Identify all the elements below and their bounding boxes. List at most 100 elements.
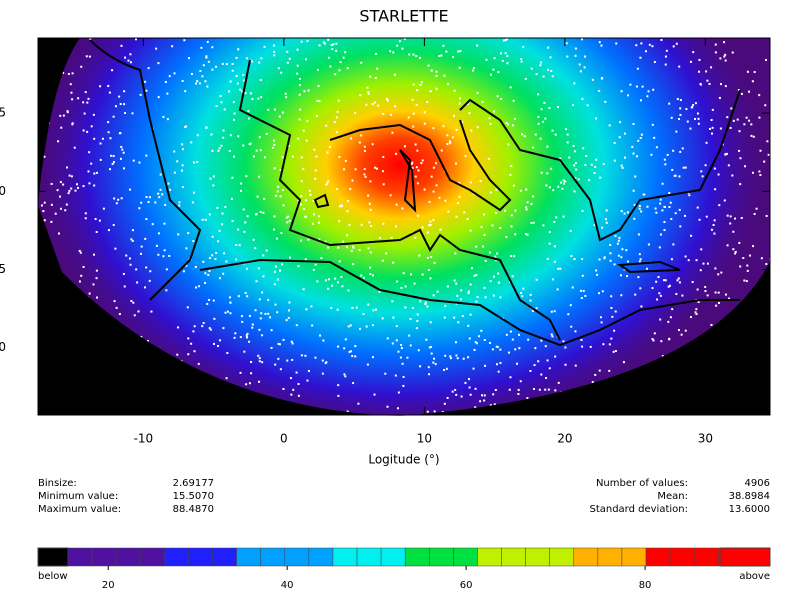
island: [399, 149, 417, 213]
sample-dot: [102, 207, 105, 210]
sample-dot: [228, 90, 231, 93]
sample-dot: [570, 325, 573, 328]
sample-dot: [411, 98, 414, 101]
sample-dot: [573, 82, 576, 85]
sample-dot: [580, 289, 583, 292]
x-tick-label: 20: [557, 432, 572, 446]
sample-dot: [86, 130, 89, 133]
sample-dot: [297, 394, 300, 397]
sample-dot: [401, 47, 404, 50]
sample-dot: [473, 274, 476, 277]
sample-dot: [529, 370, 532, 373]
sample-dot: [694, 102, 697, 105]
sample-dot: [262, 254, 265, 257]
sample-dot: [300, 156, 303, 159]
sample-dot: [255, 149, 258, 152]
sample-dot: [700, 170, 703, 173]
stat-label: Maximum value:: [38, 504, 121, 515]
stat-label: Mean:: [657, 491, 688, 502]
sample-dot: [467, 356, 470, 359]
sample-dot: [257, 97, 260, 100]
sample-dot: [554, 355, 557, 358]
sample-dot: [184, 90, 187, 93]
sample-dot: [117, 198, 120, 201]
sample-dot: [277, 342, 280, 345]
sample-dot: [477, 335, 480, 338]
sample-dot: [426, 305, 429, 308]
sample-dot: [233, 118, 236, 121]
sample-dot: [426, 100, 429, 103]
sample-dot: [759, 174, 762, 177]
sample-dot: [119, 103, 122, 106]
sample-dot: [602, 163, 605, 166]
sample-dot: [131, 112, 134, 115]
field-gradient: [38, 38, 770, 416]
sample-dot: [296, 72, 299, 75]
sample-dot: [637, 233, 640, 236]
sample-dot: [739, 157, 742, 160]
sample-dot: [282, 388, 285, 391]
sample-dot: [248, 143, 251, 146]
sample-dot: [221, 223, 224, 226]
sample-dot: [416, 149, 419, 152]
sample-dot: [194, 265, 197, 268]
sample-dot: [327, 38, 330, 41]
sample-dot: [93, 137, 96, 140]
sample-dot: [603, 256, 606, 259]
sample-dot: [412, 125, 415, 128]
sample-dot: [344, 338, 347, 341]
sample-dot: [403, 38, 406, 41]
sample-dot: [237, 135, 240, 138]
sample-dot: [710, 323, 713, 326]
sample-dot: [190, 141, 193, 144]
sample-dot: [247, 110, 250, 113]
sample-dot: [489, 280, 492, 283]
sample-dot: [93, 253, 96, 256]
sample-dot: [351, 355, 354, 358]
sample-dot: [724, 85, 727, 88]
sample-dot: [135, 268, 138, 271]
sample-dot: [231, 62, 234, 65]
sample-dot: [409, 273, 412, 276]
y-tick-label: 5: [0, 262, 6, 276]
sample-dot: [612, 350, 615, 353]
sample-dot: [338, 205, 341, 208]
sample-dot: [237, 48, 240, 51]
sample-dot: [273, 215, 276, 218]
sample-dot: [50, 203, 53, 206]
sample-dot: [215, 105, 218, 108]
sample-dot: [508, 388, 511, 391]
sample-dot: [173, 171, 176, 174]
colorbar-bin: [501, 547, 526, 567]
sample-dot: [639, 287, 642, 290]
sample-dot: [161, 193, 164, 196]
sample-dot: [664, 63, 667, 66]
sample-dot: [599, 176, 602, 179]
sample-dot: [101, 137, 104, 140]
sample-dot: [336, 308, 339, 311]
sample-dot: [241, 90, 244, 93]
sample-dot: [670, 217, 673, 220]
sample-dot: [532, 221, 535, 224]
sample-dot: [212, 184, 215, 187]
sample-dot: [255, 212, 258, 215]
sample-dot: [562, 340, 565, 343]
sample-dot: [727, 164, 730, 167]
sample-dot: [442, 125, 445, 128]
sample-dot: [468, 337, 471, 340]
sample-dot: [663, 158, 666, 161]
sample-dot: [614, 234, 617, 237]
sample-dot: [252, 155, 255, 158]
sample-dot: [250, 372, 253, 375]
sample-dot: [676, 98, 679, 101]
sample-dot: [292, 388, 295, 391]
sample-dot: [82, 101, 85, 104]
sample-dot: [237, 295, 240, 298]
sample-dot: [262, 211, 265, 214]
sample-dot: [483, 213, 486, 216]
sample-dot: [289, 377, 292, 380]
sample-dot: [129, 53, 132, 56]
sample-dot: [245, 334, 248, 337]
sample-dot: [717, 302, 720, 305]
